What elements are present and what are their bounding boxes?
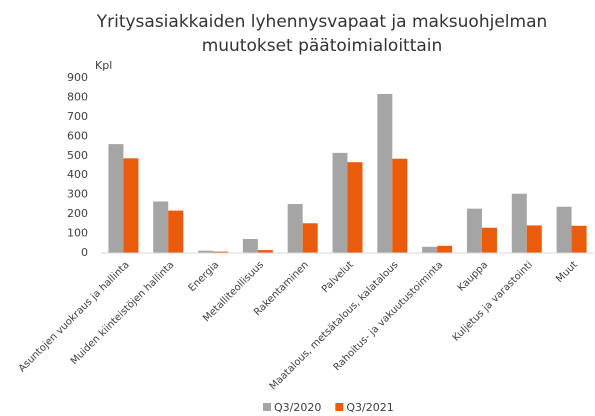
bar [481, 227, 497, 253]
bar [242, 239, 258, 253]
bar [123, 158, 139, 253]
bar [437, 245, 453, 253]
legend-label: Q3/2021 [346, 401, 393, 414]
chart-title: Yritysasiakkaiden lyhennysvapaat ja maks… [96, 12, 548, 32]
bar [466, 208, 482, 253]
chart-title: muutokset päätoimialoittain [202, 36, 443, 56]
bar [287, 204, 303, 253]
bar [108, 144, 124, 253]
legend-swatch [335, 403, 344, 411]
bar [571, 225, 587, 253]
bar [422, 246, 438, 253]
x-tick-label: Muut [554, 259, 580, 285]
bar [392, 158, 408, 253]
bar [556, 206, 572, 253]
x-tick-label: Kauppa [456, 259, 490, 293]
x-tick-label: Energia [187, 259, 222, 294]
bar [213, 251, 229, 253]
bar [257, 250, 273, 253]
y-tick-label: 500 [67, 149, 88, 162]
legend-swatch [263, 403, 271, 411]
y-tick-label: 0 [81, 246, 88, 259]
x-tick-label: Kuljetus ja varastointi [451, 259, 535, 343]
bar [153, 201, 169, 253]
bar [526, 225, 542, 253]
y-tick-label: 800 [67, 90, 88, 103]
bar [168, 210, 184, 253]
y-axis-label: Kpl [95, 59, 112, 72]
bar [377, 93, 393, 253]
legend-label: Q3/2020 [274, 401, 321, 414]
y-tick-label: 400 [67, 168, 88, 181]
y-tick-label: 700 [67, 110, 88, 123]
y-tick-label: 100 [67, 227, 88, 240]
bar [302, 223, 318, 253]
bar [347, 162, 363, 253]
y-tick-label: 200 [67, 207, 88, 220]
y-tick-label: 300 [67, 188, 88, 201]
y-tick-label: 600 [67, 129, 88, 142]
x-tick-label: Palvelut [320, 259, 356, 295]
y-tick-label: 900 [67, 71, 88, 84]
bar [198, 250, 214, 253]
bar [511, 193, 527, 253]
bar [332, 152, 348, 253]
